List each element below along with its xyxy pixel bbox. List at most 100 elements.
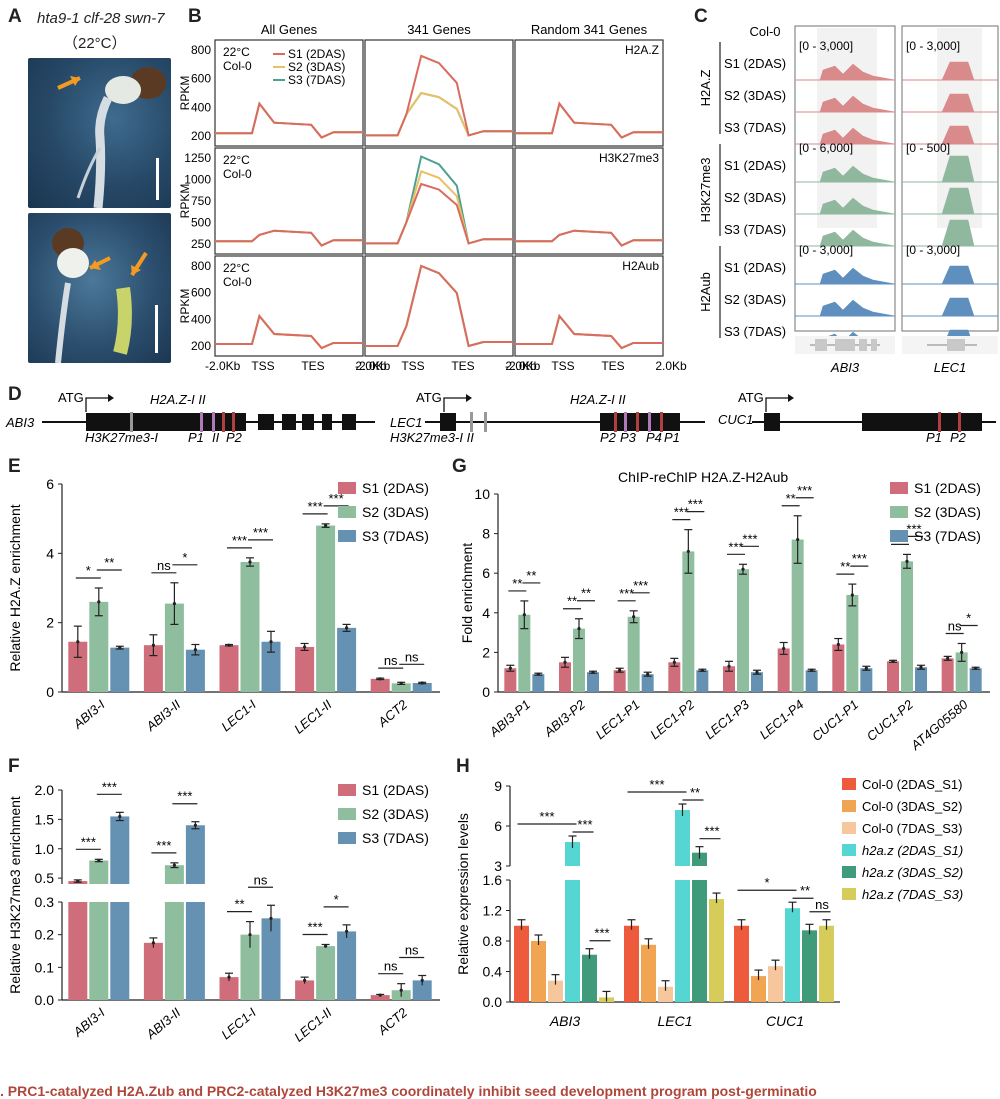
bar-upper (675, 810, 690, 866)
bar (295, 646, 315, 692)
category-label: LEC1-II (291, 1005, 335, 1045)
data-point (974, 666, 978, 670)
profile-line-1 (365, 264, 513, 348)
profile-line-1 (215, 229, 363, 247)
data-point (919, 665, 923, 669)
sig-label: *** (232, 533, 247, 548)
bar (734, 925, 749, 1002)
sig-label: *** (253, 525, 268, 540)
profile-line-0 (515, 229, 663, 247)
y-tick-label: 200 (191, 129, 211, 143)
bar (412, 980, 432, 1000)
bar (805, 670, 818, 692)
seedling-illustration-top (57, 67, 166, 209)
panel-f-bar-chart: 2.01.51.00.50.30.20.10.0******ABI3-I****… (7, 779, 440, 1045)
sig-label: *** (329, 491, 344, 506)
legend-label: S3 (7DAS) (362, 528, 429, 544)
category-label: LEC1-P3 (702, 696, 753, 742)
x-tick-label: TES (601, 359, 624, 373)
mark-label: H2A.Z (625, 43, 659, 57)
panel-a-temperature: （22°C） (63, 35, 127, 52)
sig-label: ns (157, 558, 171, 573)
sig-label: ** (840, 559, 850, 574)
primer (636, 412, 639, 432)
panel-f-label: F (8, 756, 20, 777)
profile-frame (514, 39, 664, 147)
primer-p (222, 412, 225, 432)
data-point (172, 602, 176, 606)
bar (627, 616, 640, 692)
panel-e-label: E (8, 456, 21, 477)
data-point (151, 941, 155, 945)
region-label: P2 (950, 430, 967, 445)
bar (261, 641, 281, 692)
bar (682, 551, 695, 692)
bar (955, 652, 968, 692)
primer-p (958, 412, 961, 432)
profile-frame (364, 255, 514, 357)
category-label: CUC1-P1 (809, 697, 861, 744)
bar (316, 525, 336, 692)
y-tick-label: 6 (482, 565, 490, 581)
highlight-region (817, 28, 877, 228)
group-label: H3K27me3 (698, 157, 713, 222)
bar (110, 647, 130, 692)
mark-label: H3K27me3 (599, 151, 659, 165)
column-title: 341 Genes (407, 22, 471, 37)
sig-label: *** (102, 779, 117, 794)
primer (660, 412, 663, 432)
sig-label: ns (254, 872, 268, 887)
profile-frame (514, 255, 664, 357)
sig-label: * (334, 892, 339, 907)
exon (86, 413, 246, 431)
bar (337, 627, 357, 692)
region-label: H3K27me3-I II (390, 430, 474, 445)
x-tick-label: TES (301, 359, 324, 373)
y-tick-label: 4 (46, 545, 54, 561)
bar (819, 925, 834, 1002)
legend-swatch (890, 506, 908, 518)
bar (832, 644, 845, 692)
sig-label: * (764, 875, 769, 890)
data-point (646, 672, 650, 676)
track-range: [0 - 3,000] (906, 243, 960, 257)
y-tick-label: 1.6 (483, 872, 503, 888)
genotype-label: Col-0 (223, 275, 252, 289)
category-label: ABI3-I (70, 1005, 108, 1041)
sig-label: ns (948, 618, 962, 633)
sig-label: ns (405, 649, 419, 664)
exon (322, 414, 332, 430)
legend-label: S3 (7DAS) (914, 528, 981, 544)
category-label: LEC1-P2 (647, 696, 698, 742)
sig-label: ** (567, 594, 577, 609)
data-point (850, 593, 854, 597)
region-label: H3K27me3-I (85, 430, 158, 445)
primer-p (232, 412, 235, 432)
primer-h3k (484, 412, 487, 432)
data-point (324, 524, 328, 528)
legend-label: S2 (3DAS) (362, 504, 429, 520)
y-tick-label: 10 (474, 486, 490, 502)
bar (860, 668, 873, 692)
data-point (960, 650, 964, 654)
bar (337, 931, 357, 1000)
track-range: [0 - 500] (906, 141, 950, 155)
signal-track (795, 267, 896, 285)
bar (370, 995, 390, 1000)
primer-h3k (470, 412, 473, 432)
region-label: P2 (226, 430, 243, 445)
bar (768, 966, 783, 1002)
tss-arrowhead (788, 394, 794, 402)
exon (282, 414, 296, 430)
data-point (591, 670, 595, 674)
legend-label: S1 (2DAS) (362, 480, 429, 496)
y-tick-label: 2 (482, 644, 490, 660)
category-label: ABI3-P1 (486, 697, 534, 740)
legend-swatch (338, 808, 356, 820)
signal-track (902, 93, 998, 113)
exon (440, 413, 456, 431)
gene-name: ABI3 (830, 360, 860, 375)
exon (342, 414, 356, 430)
y-axis-label: Relative expression levels (455, 813, 471, 975)
bar-lower (692, 880, 707, 1002)
